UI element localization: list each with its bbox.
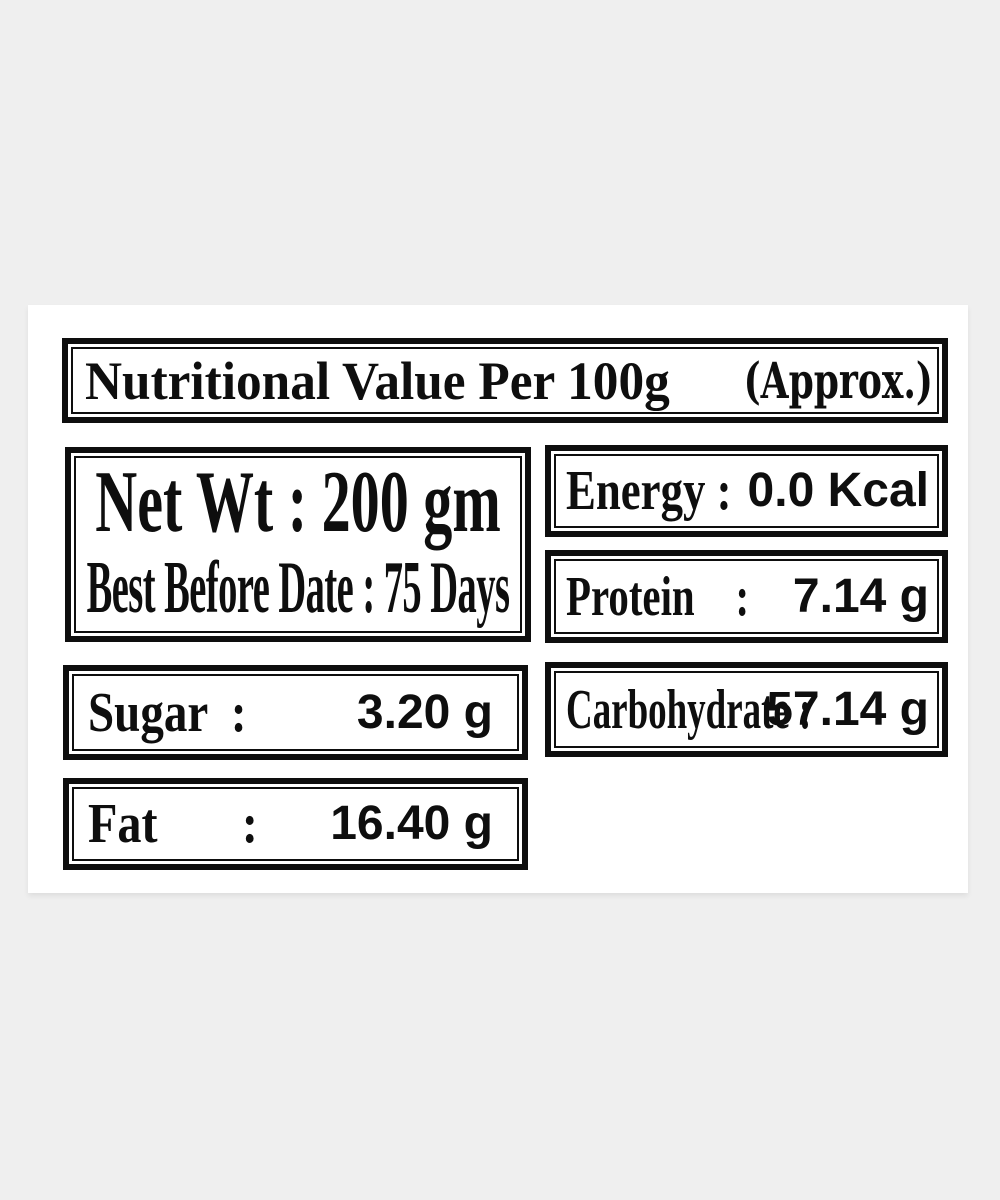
energy-label: Energy : — [566, 460, 732, 522]
protein-box-inner-border: Protein : 7.14 g — [554, 559, 939, 634]
energy-value: 0.0 Kcal — [747, 464, 929, 517]
best-before-text: Best Before Date : 75 Days — [86, 546, 510, 629]
protein-box: Protein : 7.14 g — [545, 550, 948, 643]
net-weight-box: Net Wt : 200 gm Best Before Date : 75 Da… — [65, 447, 531, 642]
energy-box: Energy : 0.0 Kcal — [545, 445, 948, 537]
title-box: Nutritional Value Per 100g (Approx.) — [62, 338, 948, 423]
sugar-box-inner-border: Sugar : 3.20 g — [72, 674, 519, 751]
net-weight-box-inner-border: Net Wt : 200 gm Best Before Date : 75 Da… — [74, 456, 522, 633]
fat-box: Fat : 16.40 g — [63, 778, 528, 870]
title-box-inner-border: Nutritional Value Per 100g (Approx.) — [71, 347, 939, 414]
sugar-value: 3.20 g — [356, 685, 493, 739]
carbohydrate-box-inner-border: Carbohydrate : 57.14 g — [554, 671, 939, 748]
carbohydrate-box: Carbohydrate : 57.14 g — [545, 662, 948, 757]
title-text: Nutritional Value Per 100g — [85, 350, 670, 411]
sugar-box: Sugar : 3.20 g — [63, 665, 528, 760]
fat-value: 16.40 g — [330, 797, 493, 850]
nutrition-label-card: Nutritional Value Per 100g (Approx.) Net… — [28, 305, 968, 893]
energy-box-inner-border: Energy : 0.0 Kcal — [554, 454, 939, 528]
carbohydrate-value: 57.14 g — [766, 682, 929, 736]
net-weight-text: Net Wt : 200 gm — [95, 456, 501, 551]
protein-label: Protein : — [566, 565, 750, 628]
carbohydrate-label: Carbohydrate : — [566, 678, 812, 741]
sugar-label: Sugar : — [88, 681, 247, 744]
title-approx-text: (Approx.) — [743, 350, 933, 410]
fat-box-inner-border: Fat : 16.40 g — [72, 787, 519, 861]
protein-value: 7.14 g — [792, 569, 929, 623]
fat-label: Fat : — [88, 793, 258, 855]
